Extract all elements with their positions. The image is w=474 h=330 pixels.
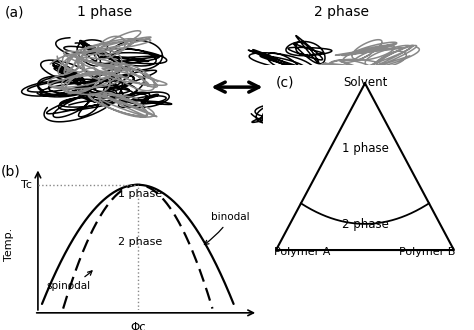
Text: Tc: Tc <box>21 180 32 190</box>
Text: (a): (a) <box>5 5 24 19</box>
Text: spinodal: spinodal <box>46 271 92 291</box>
Text: Temp.: Temp. <box>4 228 14 261</box>
Text: binodal: binodal <box>204 213 250 245</box>
Text: Polymer A: Polymer A <box>274 248 330 257</box>
Text: (c): (c) <box>276 76 294 90</box>
Text: (b): (b) <box>1 165 21 179</box>
Text: Polymer B: Polymer B <box>400 248 456 257</box>
Text: 1 phase: 1 phase <box>342 142 388 155</box>
Text: 2 phase: 2 phase <box>342 217 388 231</box>
Text: 2 phase: 2 phase <box>314 5 369 19</box>
Text: 2 phase: 2 phase <box>118 237 162 247</box>
Text: 1 phase: 1 phase <box>118 189 162 199</box>
Text: Solvent: Solvent <box>343 76 387 89</box>
Text: 1 phase: 1 phase <box>77 5 132 19</box>
Text: Φc: Φc <box>130 321 146 330</box>
